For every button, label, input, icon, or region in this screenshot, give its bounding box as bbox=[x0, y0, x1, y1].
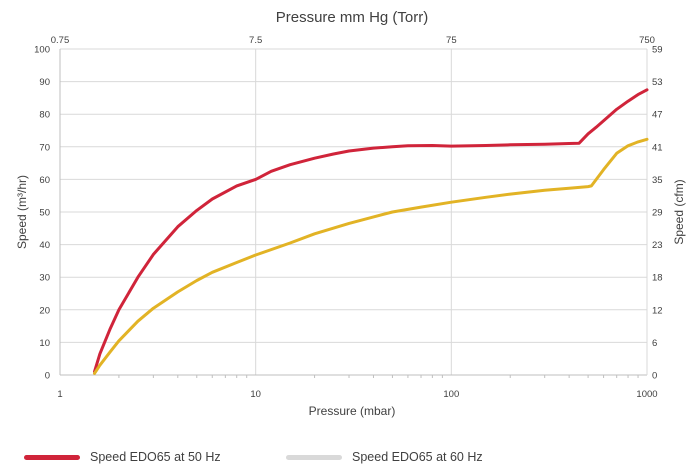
y-tick-label-left: 40 bbox=[39, 240, 50, 251]
chart-title: Pressure mm Hg (Torr) bbox=[276, 9, 429, 26]
y-tick-label-left: 10 bbox=[39, 338, 50, 349]
y-tick-label-right: 29 bbox=[652, 208, 663, 219]
y-tick-label-right: 18 bbox=[652, 273, 663, 284]
x-tick-label-top: 7.5 bbox=[249, 35, 262, 46]
series-line-0 bbox=[93, 88, 649, 374]
y-tick-label-left: 100 bbox=[34, 45, 50, 56]
x-tick-label-top: 0.75 bbox=[51, 35, 70, 46]
y-tick-label-left: 50 bbox=[39, 208, 50, 219]
y-tick-label-left: 70 bbox=[39, 142, 50, 153]
y-tick-label-right: 23 bbox=[652, 240, 663, 251]
legend-item-60hz: Speed EDO65 at 60 Hz bbox=[286, 450, 483, 464]
x-tick-label-bottom: 10 bbox=[250, 389, 261, 400]
y-tick-label-left: 80 bbox=[39, 110, 50, 121]
chart-canvas: 0102030405060708090100061218232935414753… bbox=[15, 9, 686, 418]
legend-label-60hz: Speed EDO65 at 60 Hz bbox=[352, 450, 483, 464]
x-tick-label-bottom: 1 bbox=[57, 389, 62, 400]
y-tick-label-right: 0 bbox=[652, 371, 657, 382]
tick-labels: 0102030405060708090100061218232935414753… bbox=[34, 35, 662, 400]
y-tick-label-left: 30 bbox=[39, 273, 50, 284]
x-tick-label-top: 750 bbox=[639, 35, 655, 46]
x-tick-label-bottom: 100 bbox=[443, 389, 459, 400]
legend-swatch-50hz bbox=[24, 454, 80, 460]
y-tick-label-left: 20 bbox=[39, 305, 50, 316]
y-tick-label-left: 90 bbox=[39, 77, 50, 88]
series-lines bbox=[93, 88, 649, 375]
y-tick-label-right: 47 bbox=[652, 110, 663, 121]
axes bbox=[59, 49, 648, 378]
y-tick-label-left: 60 bbox=[39, 175, 50, 186]
series-line-1 bbox=[93, 137, 649, 375]
legend-label-50hz: Speed EDO65 at 50 Hz bbox=[90, 450, 221, 464]
x-tick-label-bottom: 1000 bbox=[636, 389, 657, 400]
legend-item-50hz: Speed EDO65 at 50 Hz bbox=[24, 450, 221, 464]
y-tick-label-right: 59 bbox=[652, 45, 663, 56]
y-tick-label-right: 35 bbox=[652, 175, 663, 186]
x-axis-label: Pressure (mbar) bbox=[309, 404, 396, 418]
legend: Speed EDO65 at 50 Hz Speed EDO65 at 60 H… bbox=[0, 450, 689, 470]
y-tick-label-right: 53 bbox=[652, 77, 663, 88]
gridlines bbox=[60, 48, 648, 375]
y-tick-label-left: 0 bbox=[45, 371, 50, 382]
x-tick-label-top: 75 bbox=[446, 35, 457, 46]
y-tick-label-right: 41 bbox=[652, 142, 663, 153]
y-tick-label-right: 6 bbox=[652, 338, 657, 349]
y-tick-label-right: 12 bbox=[652, 305, 663, 316]
y-axis-label-right: Speed (cfm) bbox=[672, 179, 686, 244]
y-axis-label-left: Speed (m³/hr) bbox=[15, 175, 29, 249]
legend-swatch-60hz bbox=[286, 454, 342, 460]
